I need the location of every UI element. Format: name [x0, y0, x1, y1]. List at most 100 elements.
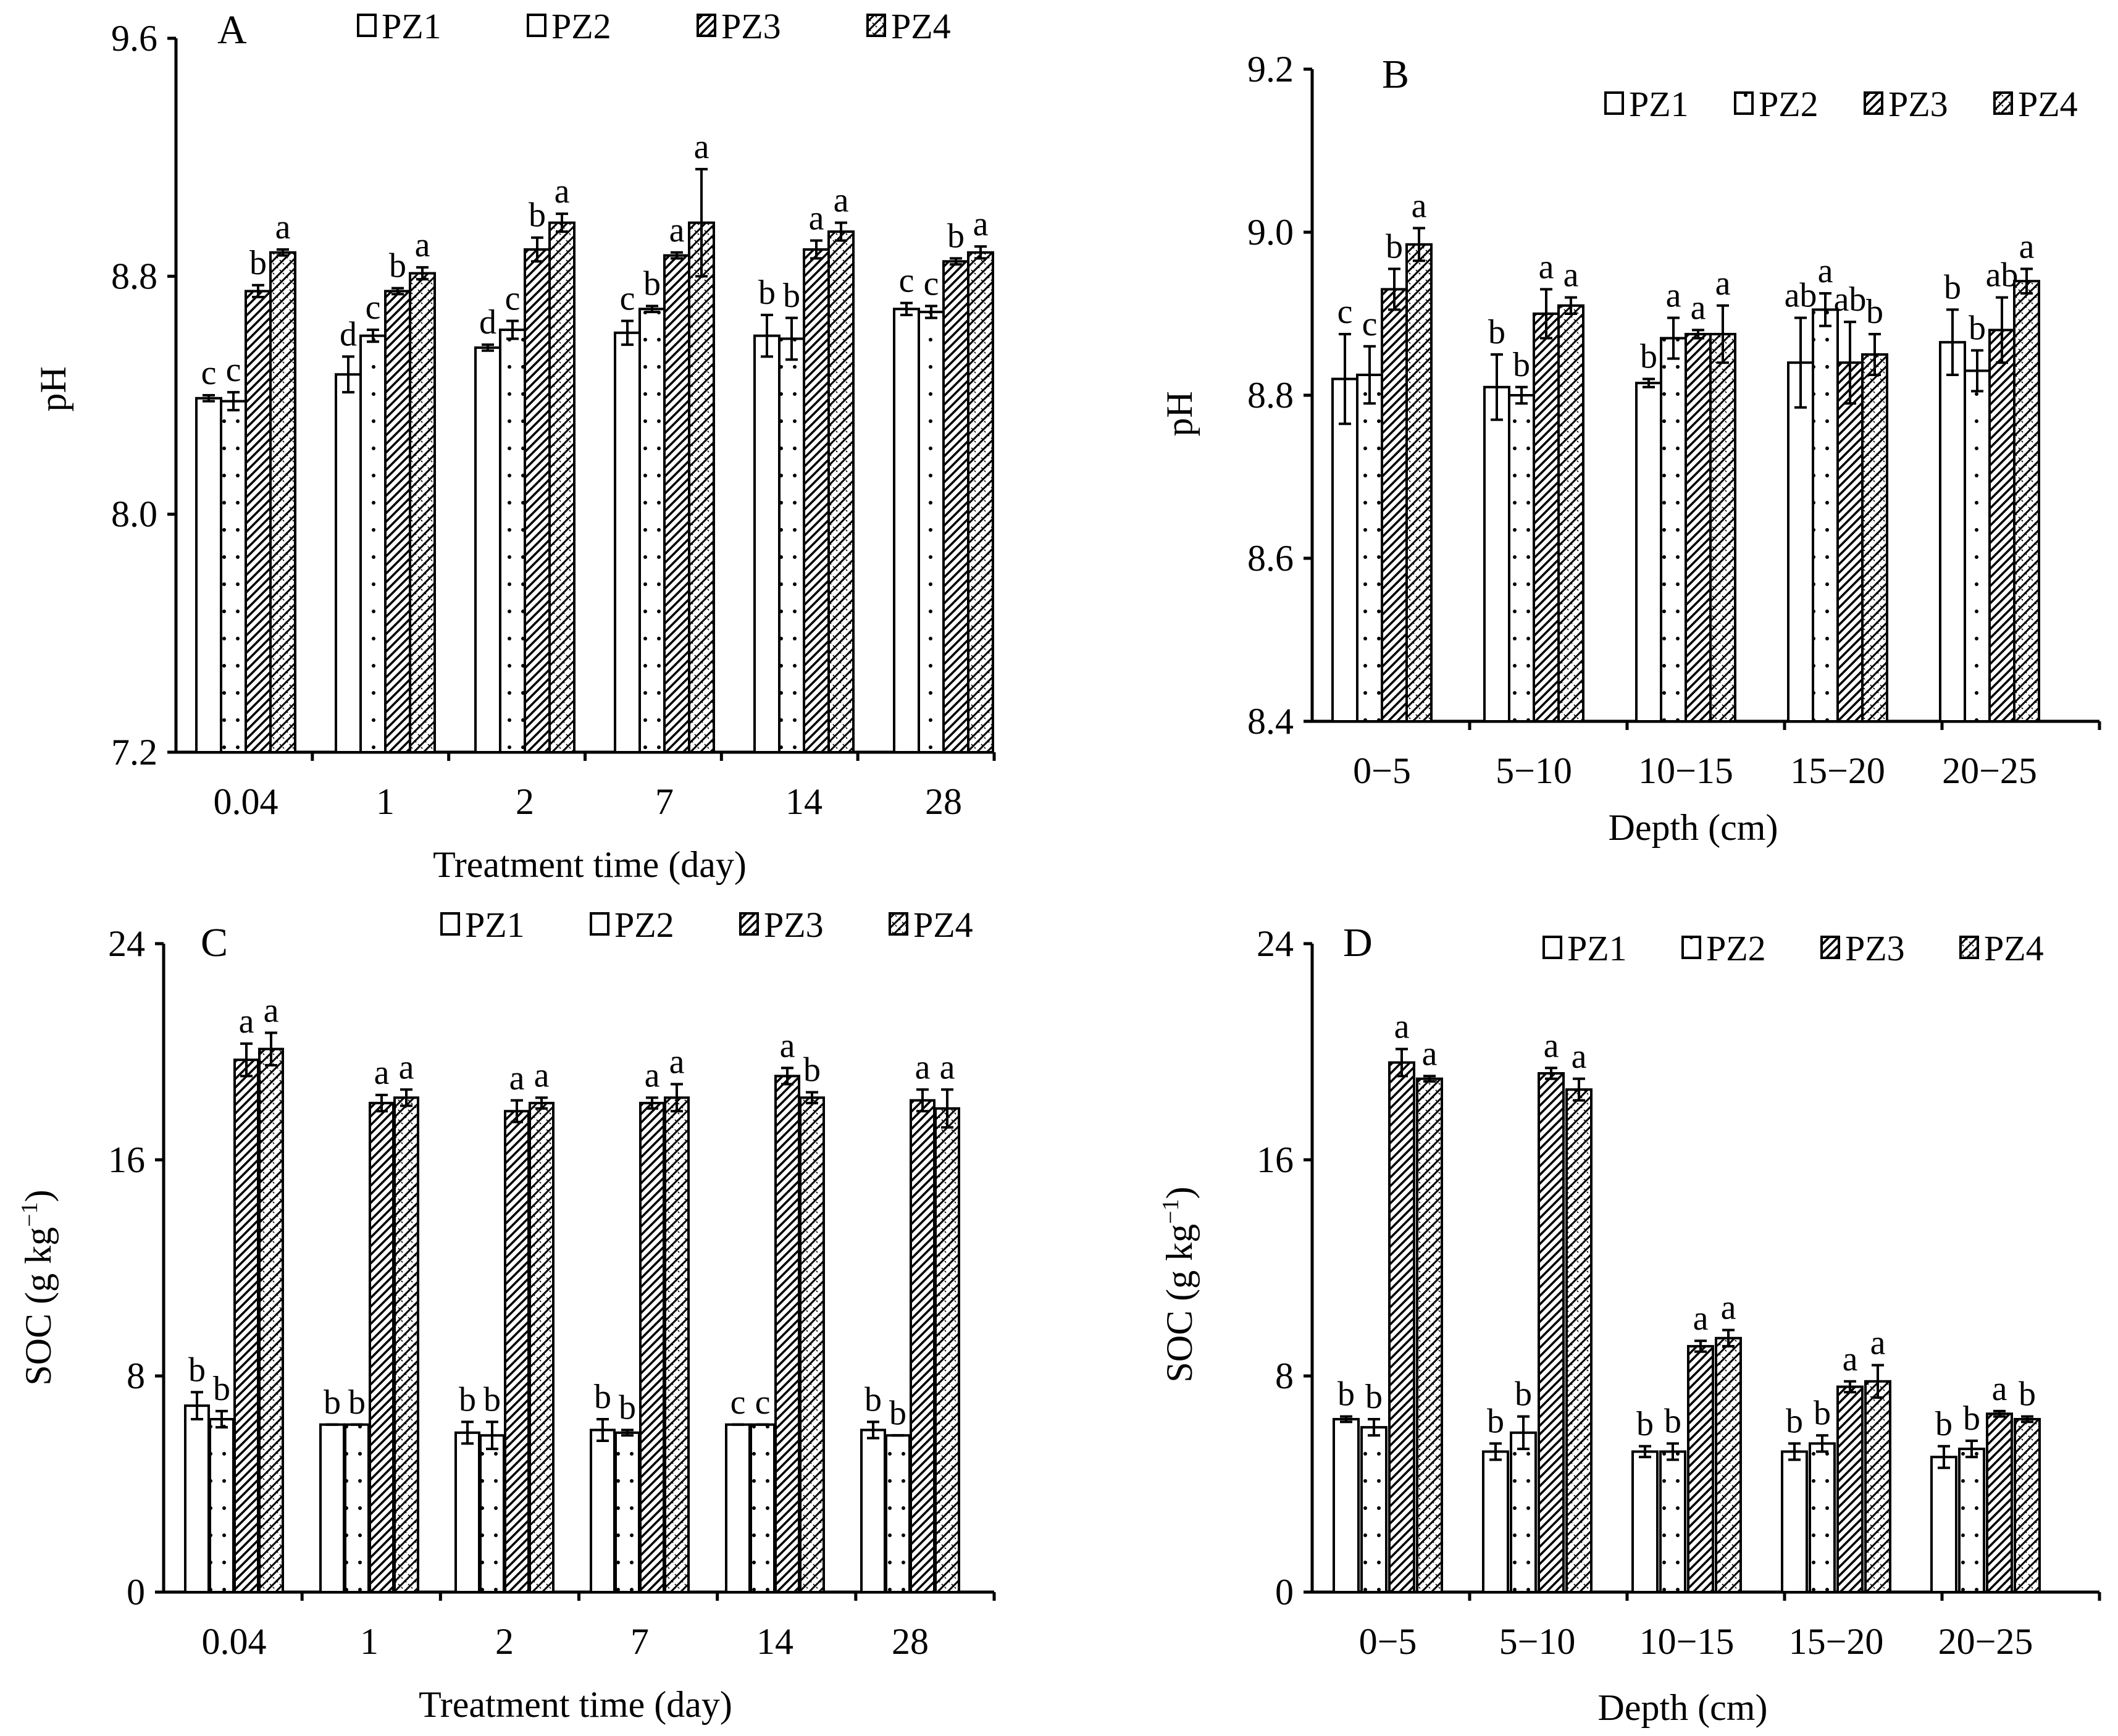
bar-pz2: [1660, 337, 1687, 723]
significance-letter: a: [1992, 1370, 2007, 1408]
x-tick-label: 5−10: [1499, 1621, 1576, 1662]
significance-letter: b: [1944, 268, 1961, 306]
legend-swatch-pz3: [1864, 91, 1883, 115]
legend-label: PZ1: [1629, 84, 1689, 124]
legend-label: PZ2: [1706, 928, 1766, 968]
panel-d-xlabel: Depth (cm): [1598, 1687, 1768, 1728]
bar-pz3: [1533, 312, 1560, 723]
significance-letter: b: [1935, 1405, 1953, 1443]
significance-letter: a: [264, 991, 279, 1029]
x-tick-label: 0−5: [1359, 1621, 1417, 1662]
significance-letter: b: [1488, 313, 1505, 351]
bar-pz1: [335, 373, 362, 753]
panel-b-letter: B: [1382, 52, 1409, 97]
significance-letter: a: [275, 208, 291, 246]
panel-c-ylabel: SOC (g kg−1): [17, 1189, 59, 1385]
bar-pz3: [774, 1075, 800, 1593]
y-tick-label: 8.0: [111, 494, 157, 535]
panel-a-letter: A: [217, 7, 247, 52]
bar-pz4: [2013, 280, 2040, 723]
significance-letter: b: [1786, 1402, 1803, 1440]
significance-letter: a: [534, 1056, 550, 1094]
legend-label: PZ1: [1567, 928, 1627, 968]
panel-c-letter: C: [201, 920, 228, 965]
legend-label: PZ1: [465, 905, 525, 945]
bar-pz4: [393, 1096, 419, 1593]
significance-letter: d: [479, 303, 496, 342]
bar-pz3: [524, 248, 551, 753]
panel-c-xlabel: Treatment time (day): [419, 1684, 732, 1725]
significance-letter: b: [213, 1370, 230, 1408]
significance-letter: a: [399, 1048, 414, 1086]
significance-letter: c: [755, 1383, 771, 1422]
significance-letter: a: [1572, 1038, 1587, 1076]
legend-swatch-pz4: [866, 14, 886, 37]
significance-letter: a: [555, 172, 570, 211]
significance-letter: b: [803, 1051, 821, 1089]
legend-swatch-pz3: [1820, 936, 1840, 959]
panel-b-xlabel: Depth (cm): [1609, 807, 1778, 848]
x-tick-label: 10−15: [1639, 1621, 1735, 1662]
bar-pz4: [548, 221, 576, 753]
bar-pz1: [1787, 361, 1814, 723]
bar-pz1: [614, 331, 641, 753]
significance-letter: b: [1640, 338, 1657, 376]
bar-pz2: [1964, 369, 1991, 723]
legend-label: PZ1: [382, 6, 442, 46]
y-tick-label: 24: [1257, 923, 1294, 964]
bar-pz4: [934, 1107, 960, 1593]
bar-pz2: [885, 1434, 911, 1593]
significance-letter: b: [249, 244, 267, 282]
y-tick-label: 8: [127, 1356, 145, 1396]
bar-pz4: [258, 1047, 284, 1593]
legend-swatch-pz2: [1681, 936, 1701, 959]
legend-label: PZ4: [2018, 84, 2078, 124]
x-tick-label: 7: [655, 781, 674, 822]
bar-pz1: [1631, 1450, 1659, 1593]
significance-letter: a: [415, 226, 430, 264]
legend-swatch-pz4: [1959, 936, 1979, 959]
bar-pz3: [1388, 1061, 1415, 1593]
significance-letter: c: [620, 280, 635, 318]
bar-pz3: [1687, 1344, 1714, 1593]
panel-a-ylabel: pH: [33, 366, 73, 411]
significance-letter: b: [619, 1389, 636, 1427]
significance-letter: c: [226, 351, 241, 389]
legend-swatch-pz2: [590, 912, 609, 936]
significance-letter: b: [1487, 1402, 1504, 1440]
significance-letter: a: [1563, 256, 1579, 295]
bar-pz1: [590, 1428, 616, 1593]
y-tick-label: 7.2: [111, 732, 157, 773]
x-tick-label: 5−10: [1496, 750, 1572, 791]
bar-pz4: [1861, 353, 1888, 723]
significance-letter: c: [1362, 305, 1378, 343]
bar-pz3: [233, 1059, 259, 1593]
significance-letter: ab: [1785, 277, 1817, 315]
bar-pz3: [1685, 333, 1712, 723]
x-tick-label: 20−25: [1942, 750, 2037, 791]
bar-pz2: [638, 308, 666, 754]
significance-letter: b: [1814, 1394, 1831, 1432]
significance-letter: a: [1422, 1034, 1438, 1073]
legend-swatch-pz1: [440, 912, 460, 936]
significance-letter: a: [1843, 1340, 1858, 1378]
significance-letter: c: [924, 265, 939, 303]
bar-pz2: [499, 329, 526, 753]
legend-swatch-pz1: [1542, 936, 1562, 959]
panel-b-ylabel: pH: [1159, 391, 1200, 436]
significance-letter: b: [947, 217, 965, 255]
y-tick-label: 8.4: [1247, 701, 1294, 742]
x-tick-label: 1: [376, 781, 395, 822]
significance-letter: b: [643, 265, 661, 303]
bar-pz4: [269, 251, 296, 753]
legend-label: PZ2: [1759, 84, 1819, 124]
bar-pz2: [359, 334, 387, 753]
significance-letter: c: [1337, 293, 1353, 331]
bar-pz1: [184, 1404, 210, 1593]
x-tick-label: 10−15: [1638, 750, 1733, 791]
significance-letter: a: [1691, 288, 1706, 327]
significance-letter: a: [669, 1043, 685, 1081]
